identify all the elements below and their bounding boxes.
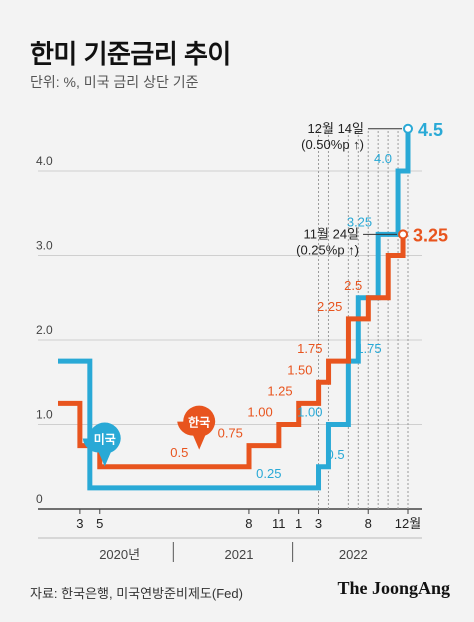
kr-end-point — [398, 229, 409, 240]
y-tick-label: 1.0 — [36, 408, 53, 422]
us-value-label: 4.0 — [374, 151, 392, 166]
us-value-label: 1.00 — [297, 405, 322, 420]
chart-title: 한미 기준금리 추이 — [30, 39, 231, 69]
y-tick-label: 4.0 — [36, 154, 53, 168]
us-value-label: 3.25 — [347, 214, 372, 229]
us-marker — [82, 422, 121, 467]
us-value-label: 0.5 — [327, 447, 345, 462]
kr-annotation-change: (0.25%p ↑) — [296, 242, 359, 257]
us-annotation-change: (0.50%p ↑) — [301, 137, 364, 152]
x-tick-label: 3 — [76, 516, 83, 531]
x-tick-label: 5 — [96, 516, 103, 531]
year-label: 2020년 — [99, 547, 140, 562]
y-tick-label: 3.0 — [36, 239, 53, 253]
us-marker-label: 미국 — [94, 432, 116, 447]
us-value-label: 0.25 — [256, 466, 281, 481]
us-value-label: 1.75 — [356, 341, 381, 356]
x-tick-label: 8 — [365, 516, 372, 531]
kr-marker — [177, 405, 216, 450]
y-tick-label: 0 — [36, 492, 43, 506]
kr-value-label: 1.25 — [267, 383, 292, 398]
us-end-point — [403, 123, 413, 134]
year-label: 2021 — [225, 547, 254, 562]
kr-marker-label: 한국 — [188, 415, 210, 430]
x-tick-label: 3 — [315, 516, 322, 531]
us-end-value: 4.5 — [418, 120, 443, 140]
x-tick-label: 12월 — [395, 516, 421, 531]
y-tick-label: 2.0 — [36, 323, 53, 337]
kr-annotation-date: 11월 24일 — [304, 226, 360, 241]
us-annotation-date: 12월 14일 — [308, 121, 364, 136]
unit-note: 단위: %, 미국 금리 상단 기준 — [30, 74, 199, 90]
kr-rate-line — [58, 234, 406, 470]
kr-value-label: 0.5 — [170, 445, 188, 460]
x-tick-label: 1 — [295, 516, 302, 531]
kr-value-label: 1.75 — [297, 341, 322, 356]
brand-logo: The JoongAng — [337, 578, 450, 598]
kr-end-value: 3.25 — [413, 225, 448, 245]
year-label: 2022 — [339, 547, 368, 562]
kr-value-label: 1.50 — [287, 362, 312, 377]
kr-value-label: 1.00 — [247, 405, 272, 420]
kr-value-label: 2.25 — [317, 299, 342, 314]
x-tick-label: 11 — [272, 516, 286, 531]
kr-value-label: 0.75 — [218, 426, 243, 441]
source-note: 자료: 한국은행, 미국연방준비제도(Fed) — [30, 586, 243, 601]
x-tick-label: 8 — [245, 516, 252, 531]
kr-value-label: 2.5 — [344, 278, 362, 293]
